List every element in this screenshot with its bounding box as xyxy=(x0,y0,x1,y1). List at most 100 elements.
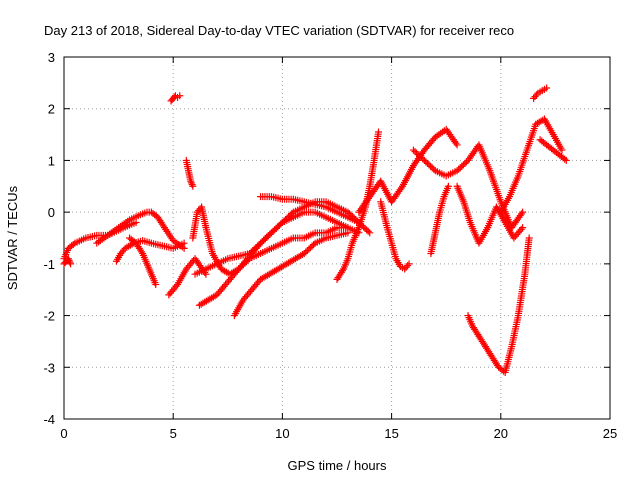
x-tick-label: 20 xyxy=(494,426,508,441)
data-point xyxy=(411,148,419,156)
series-track-q xyxy=(427,182,452,258)
series-track-e xyxy=(112,237,188,265)
data-point xyxy=(288,210,296,218)
data-point xyxy=(422,158,430,166)
data-point xyxy=(519,208,527,216)
data-point xyxy=(266,230,274,238)
data-point xyxy=(517,210,525,218)
data-point xyxy=(419,155,427,163)
data-point xyxy=(302,248,310,256)
data-point xyxy=(459,161,467,169)
data-point xyxy=(65,256,73,264)
data-point xyxy=(305,245,313,253)
series-track-c xyxy=(93,208,188,252)
data-point xyxy=(561,155,569,163)
series-track-j xyxy=(191,208,363,278)
data-point xyxy=(444,182,452,190)
data-point xyxy=(409,146,417,154)
data-point xyxy=(417,153,425,161)
data-point xyxy=(430,165,438,173)
data-point xyxy=(303,247,311,255)
data-point xyxy=(188,181,196,189)
data-point xyxy=(310,241,318,249)
data-point xyxy=(187,179,195,187)
data-point xyxy=(428,164,436,172)
y-tick-label: -4 xyxy=(43,412,55,427)
data-point xyxy=(461,159,469,167)
data-point xyxy=(257,239,265,247)
series-track-b xyxy=(60,255,75,268)
data-point xyxy=(420,156,428,164)
y-tick-label: 2 xyxy=(48,102,55,117)
data-point xyxy=(525,234,533,242)
data-point xyxy=(187,177,195,185)
data-point xyxy=(282,216,290,224)
data-point xyxy=(67,260,75,268)
data-point xyxy=(275,221,283,229)
data-point xyxy=(423,159,431,167)
data-point xyxy=(517,225,525,233)
series-track-s xyxy=(453,182,527,247)
tick-layer: 0 5 10 15 20 25 -4 -3 -2 -1 0 1 2 3 xyxy=(43,50,617,441)
data-point xyxy=(269,227,277,235)
series-track-k xyxy=(195,198,374,309)
series-track-h xyxy=(165,255,210,299)
x-tick-label: 15 xyxy=(384,426,398,441)
y-tick-label: 1 xyxy=(48,153,55,168)
data-point xyxy=(374,128,382,136)
data-point xyxy=(189,182,197,190)
data-point xyxy=(263,233,271,241)
data-point xyxy=(366,229,374,237)
data-point xyxy=(452,139,460,147)
data-point xyxy=(404,262,412,270)
data-point xyxy=(532,91,540,99)
x-tick-label: 10 xyxy=(275,426,289,441)
data-point xyxy=(360,223,368,231)
data-point xyxy=(405,260,413,268)
series-track-v xyxy=(530,84,551,102)
data-point xyxy=(66,258,74,266)
data-point xyxy=(338,267,346,275)
data-point xyxy=(159,222,167,230)
points-layer xyxy=(60,84,570,376)
data-point xyxy=(363,226,371,234)
data-point xyxy=(397,184,405,192)
data-point xyxy=(425,161,433,169)
y-tick-label: -1 xyxy=(43,257,55,272)
series-track-u xyxy=(497,115,566,216)
y-axis-label: SDTVAR / TECUs xyxy=(5,185,20,290)
data-point xyxy=(176,92,184,100)
data-point xyxy=(306,244,314,252)
data-point xyxy=(64,255,72,263)
data-point xyxy=(271,226,279,234)
data-point xyxy=(283,214,291,222)
x-axis-label: GPS time / hours xyxy=(288,458,387,473)
data-point xyxy=(272,224,280,232)
data-point xyxy=(458,162,466,170)
series-track-w xyxy=(536,136,570,164)
y-tick-label: 3 xyxy=(48,50,55,65)
data-point xyxy=(416,152,424,160)
data-point xyxy=(519,224,527,232)
y-tick-label: 0 xyxy=(48,205,55,220)
data-point xyxy=(255,241,263,249)
data-point xyxy=(267,229,275,237)
data-point xyxy=(264,232,272,240)
data-point xyxy=(286,211,294,219)
data-point xyxy=(562,156,570,164)
data-point xyxy=(364,227,372,235)
data-point xyxy=(260,236,268,244)
x-tick-label: 25 xyxy=(603,426,617,441)
data-point xyxy=(453,167,461,175)
series-track-r xyxy=(409,141,527,232)
data-point xyxy=(258,238,266,246)
data-point xyxy=(180,239,188,247)
series-track-f xyxy=(167,92,184,105)
data-point xyxy=(427,162,435,170)
series-track-p xyxy=(377,198,413,273)
data-point xyxy=(543,84,551,92)
data-point xyxy=(456,164,464,172)
series-track-l xyxy=(230,229,352,320)
